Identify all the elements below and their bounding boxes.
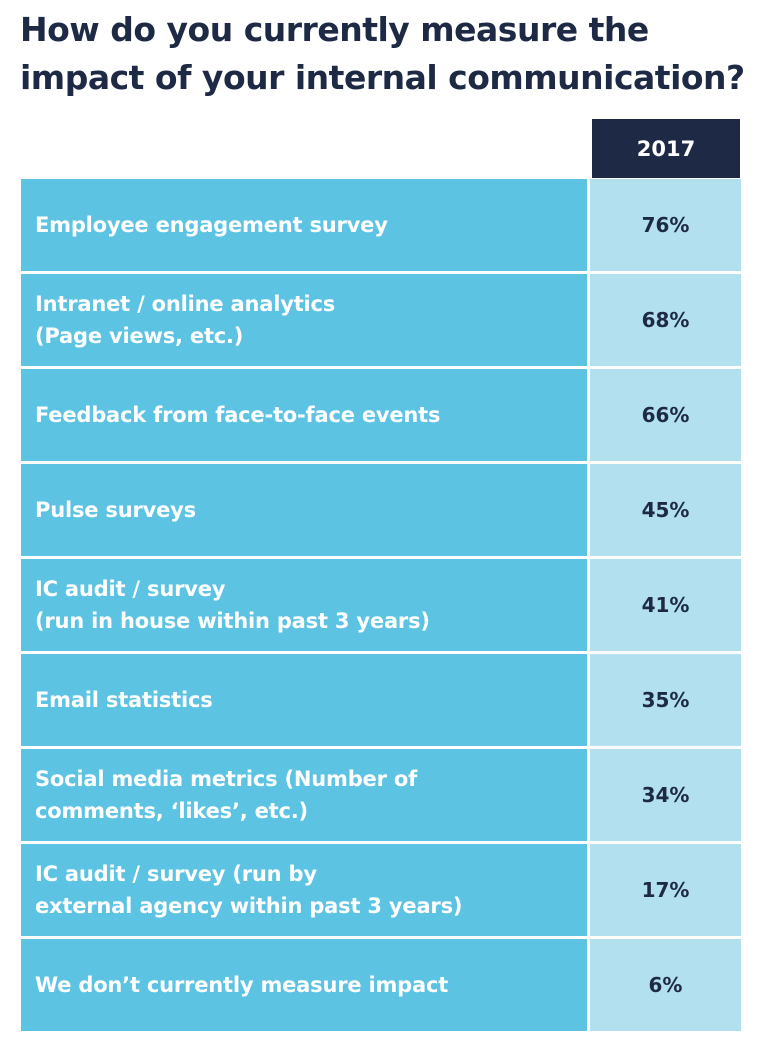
row-label-text: Social media metrics (Number of comments,… [35,763,417,827]
row-label-line: comments, ‘likes’, etc.) [35,799,308,823]
row-label-line: Intranet / online analytics [35,292,336,316]
row-label-line: IC audit / survey [35,577,226,601]
row-label-text: Employee engagement survey [35,209,388,241]
table-row: Feedback from face-to-face events 66% [21,369,741,461]
row-label: Employee engagement survey [21,179,587,271]
row-value: 76% [590,179,741,271]
row-label: We don’t currently measure impact [21,939,587,1031]
row-label-text: Email statistics [35,684,213,716]
table-row: IC audit / survey (run in house within pa… [21,559,741,651]
row-label-line: (run in house within past 3 years) [35,609,430,633]
row-label: Social media metrics (Number of comments,… [21,749,587,841]
row-label-line: Pulse surveys [35,498,196,522]
row-label: IC audit / survey (run by external agency… [21,844,587,936]
row-value: 34% [590,749,741,841]
table-row: Employee engagement survey 76% [21,179,741,271]
row-value: 41% [590,559,741,651]
row-label-line: Social media metrics (Number of [35,767,418,791]
row-label-line: (Page views, etc.) [35,324,244,348]
row-value: 35% [590,654,741,746]
row-label: Pulse surveys [21,464,587,556]
table-row: Social media metrics (Number of comments,… [21,749,741,841]
row-label-line: Email statistics [35,688,213,712]
row-value: 68% [590,274,741,366]
row-label-text: Feedback from face-to-face events [35,399,441,431]
row-label: Intranet / online analytics (Page views, … [21,274,587,366]
row-label: Feedback from face-to-face events [21,369,587,461]
row-label-text: We don’t currently measure impact [35,969,448,1001]
results-table: Employee engagement survey 76% Intranet / … [21,179,741,1031]
row-value: 17% [590,844,741,936]
column-header-year: 2017 [592,119,740,178]
row-label-line: Employee engagement survey [35,213,388,237]
chart-title: How do you currently measure the impact … [20,10,745,97]
row-label-line: We don’t currently measure impact [35,973,449,997]
row-label-text: Pulse surveys [35,494,196,526]
row-label-line: Feedback from face-to-face events [35,403,441,427]
table-row: Pulse surveys 45% [21,464,741,556]
table-row: IC audit / survey (run by external agency… [21,844,741,936]
row-label: IC audit / survey (run in house within pa… [21,559,587,651]
row-label-line: IC audit / survey (run by [35,862,317,886]
row-label-text: IC audit / survey (run by external agency… [35,858,462,922]
table-row: Email statistics 35% [21,654,741,746]
row-label-text: IC audit / survey (run in house within pa… [35,573,430,637]
row-label: Email statistics [21,654,587,746]
table-row: We don’t currently measure impact 6% [21,939,741,1031]
table-row: Intranet / online analytics (Page views, … [21,274,741,366]
row-value: 6% [590,939,741,1031]
row-value: 45% [590,464,741,556]
row-label-text: Intranet / online analytics (Page views, … [35,288,335,352]
row-label-line: external agency within past 3 years) [35,894,463,918]
row-value: 66% [590,369,741,461]
